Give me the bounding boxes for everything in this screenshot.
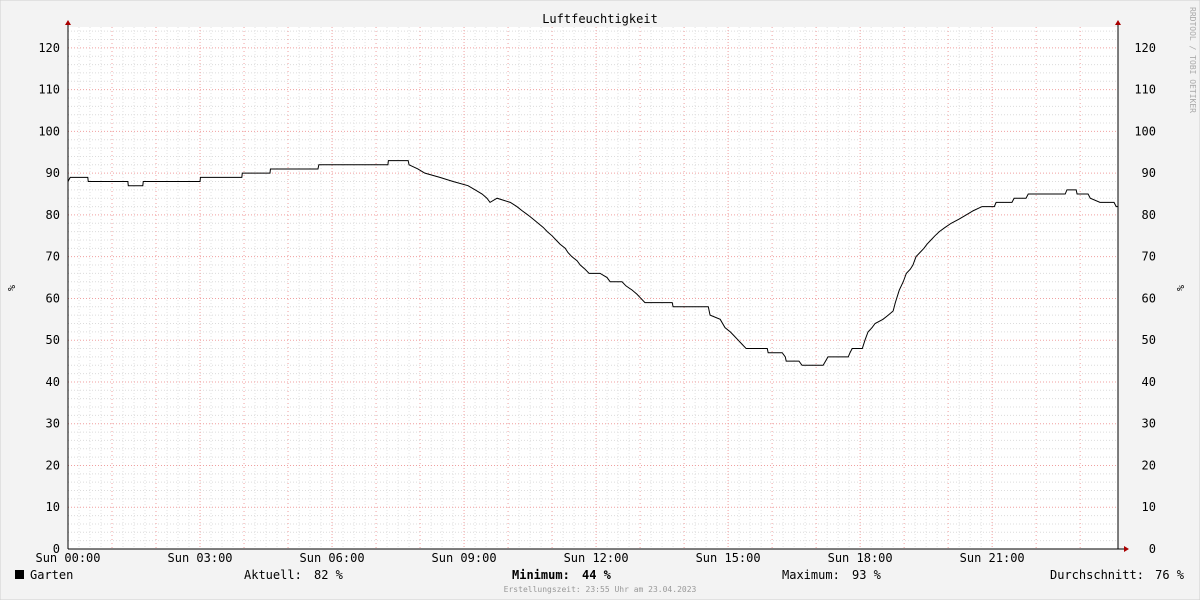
y2-tick-label: 60 <box>1142 291 1156 305</box>
y2-tick-label: 40 <box>1142 375 1156 389</box>
y2-tick-label: 50 <box>1142 333 1156 347</box>
stat-label: Durchschnitt: <box>1050 568 1144 582</box>
y2-tick-label: 0 <box>1149 542 1156 556</box>
y-tick-label: 40 <box>46 375 60 389</box>
x-tick-label: Sun 21:00 <box>960 551 1025 565</box>
y2-tick-label: 10 <box>1142 500 1156 514</box>
y-tick-label: 90 <box>46 166 60 180</box>
y2-tick-label: 90 <box>1142 166 1156 180</box>
x-tick-label: Sun 15:00 <box>696 551 761 565</box>
stat-label: Minimum: <box>512 568 570 582</box>
stat-label: Aktuell: <box>244 568 302 582</box>
stat-value: 44 % <box>582 568 612 582</box>
stat-value: 93 % <box>852 568 882 582</box>
y-tick-label: 10 <box>46 500 60 514</box>
y-tick-label: 110 <box>38 83 60 97</box>
x-tick-label: Sun 00:00 <box>35 551 100 565</box>
y-tick-label: 100 <box>38 124 60 138</box>
axis-arrow <box>65 20 71 25</box>
stat-label: Maximum: <box>782 568 840 582</box>
stat-value: 76 % <box>1155 568 1185 582</box>
legend-swatch <box>15 570 24 579</box>
legend-label: Garten <box>30 568 73 582</box>
y-tick-label: 120 <box>38 41 60 55</box>
y2-tick-label: 20 <box>1142 458 1156 472</box>
y2-tick-label: 30 <box>1142 417 1156 431</box>
y-tick-label: 60 <box>46 291 60 305</box>
x-tick-label: Sun 09:00 <box>432 551 497 565</box>
plot-area <box>68 27 1118 549</box>
y-tick-label: 70 <box>46 250 60 264</box>
y-tick-label: 30 <box>46 417 60 431</box>
y-tick-label: 50 <box>46 333 60 347</box>
data-line <box>67 160 1118 366</box>
y2-axis-label: % <box>1174 285 1185 291</box>
y2-tick-label: 110 <box>1134 83 1156 97</box>
y2-tick-label: 80 <box>1142 208 1156 222</box>
footer: Erstellungszeit: 23:55 Uhr am 23.04.2023 <box>504 585 697 594</box>
watermark: RRDTOOL / TOBI OETIKER <box>1188 7 1197 113</box>
y-tick-label: 80 <box>46 208 60 222</box>
x-tick-label: Sun 18:00 <box>828 551 893 565</box>
x-tick-label: Sun 03:00 <box>168 551 233 565</box>
x-tick-label: Sun 06:00 <box>300 551 365 565</box>
axis-arrow <box>1124 546 1129 552</box>
y2-tick-label: 120 <box>1134 41 1156 55</box>
y-axis-label: % <box>5 285 16 291</box>
axis-arrow <box>1115 20 1121 25</box>
y2-tick-label: 100 <box>1134 124 1156 138</box>
y-tick-label: 0 <box>53 542 60 556</box>
stat-value: 82 % <box>314 568 344 582</box>
y2-tick-label: 70 <box>1142 250 1156 264</box>
chart-title: Luftfeuchtigkeit <box>542 12 658 26</box>
x-tick-label: Sun 12:00 <box>564 551 629 565</box>
y-tick-label: 20 <box>46 458 60 472</box>
